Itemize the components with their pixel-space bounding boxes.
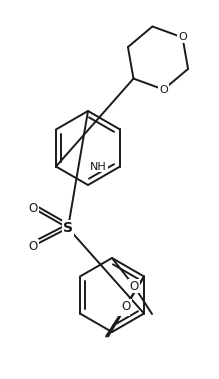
Text: O: O: [159, 85, 168, 94]
Text: O: O: [28, 240, 38, 252]
Text: O: O: [28, 202, 38, 215]
Text: S: S: [63, 221, 73, 235]
Text: O: O: [129, 279, 139, 293]
Text: NH: NH: [90, 161, 107, 172]
Text: O: O: [178, 33, 187, 42]
Text: O: O: [121, 300, 131, 313]
Text: O: O: [119, 302, 129, 315]
